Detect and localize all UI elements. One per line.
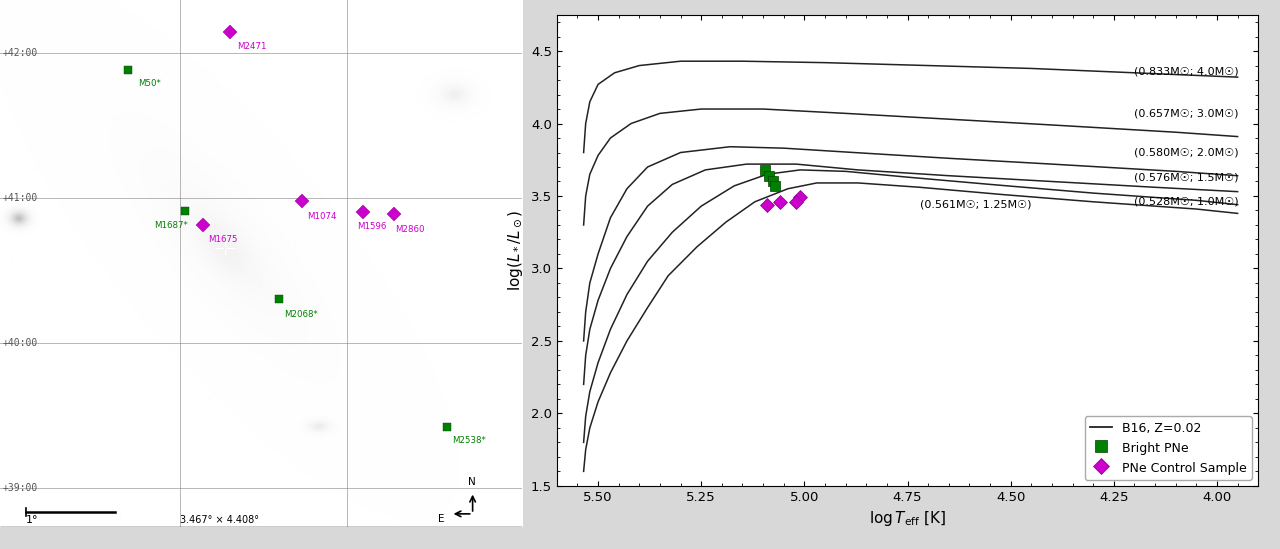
Text: M1596: M1596 xyxy=(357,222,387,232)
Text: (0.657M☉; 3.0M☉): (0.657M☉; 3.0M☉) xyxy=(1134,108,1239,119)
Text: N: N xyxy=(468,478,476,488)
Text: (0.576M☉; 1.5M☉): (0.576M☉; 1.5M☉) xyxy=(1134,172,1239,182)
Text: M2471: M2471 xyxy=(238,42,268,51)
Text: M2860: M2860 xyxy=(396,225,425,233)
Text: M2068*: M2068* xyxy=(284,310,319,319)
Y-axis label: $\log(L_*/L_\odot)$: $\log(L_*/L_\odot)$ xyxy=(507,210,525,291)
X-axis label: $\log T_{\rm eff}$ [K]: $\log T_{\rm eff}$ [K] xyxy=(869,509,946,528)
Text: (0.528M☉; 1.0M☉): (0.528M☉; 1.0M☉) xyxy=(1134,197,1239,207)
Text: M2538*: M2538* xyxy=(452,436,485,445)
Text: M1687*: M1687* xyxy=(154,221,188,231)
Text: +42:00: +42:00 xyxy=(3,48,38,58)
Text: M50*: M50* xyxy=(138,79,161,88)
Text: 1°: 1° xyxy=(26,515,38,525)
Text: (0.580M☉; 2.0M☉): (0.580M☉; 2.0M☉) xyxy=(1134,148,1239,158)
Text: 3.467° × 4.408°: 3.467° × 4.408° xyxy=(180,515,259,525)
Text: +40:00: +40:00 xyxy=(3,338,38,348)
Legend: B16, Z=0.02, Bright PNe, PNe Control Sample: B16, Z=0.02, Bright PNe, PNe Control Sam… xyxy=(1084,416,1252,480)
Text: E: E xyxy=(438,514,444,524)
Text: +39:00: +39:00 xyxy=(3,483,38,492)
Text: M1675: M1675 xyxy=(207,235,237,244)
Text: (0.833M☉; 4.0M☉): (0.833M☉; 4.0M☉) xyxy=(1134,66,1239,76)
Text: M1074: M1074 xyxy=(307,212,337,221)
Text: +41:00: +41:00 xyxy=(3,193,38,203)
Text: (0.561M☉; 1.25M☉): (0.561M☉; 1.25M☉) xyxy=(920,200,1032,210)
